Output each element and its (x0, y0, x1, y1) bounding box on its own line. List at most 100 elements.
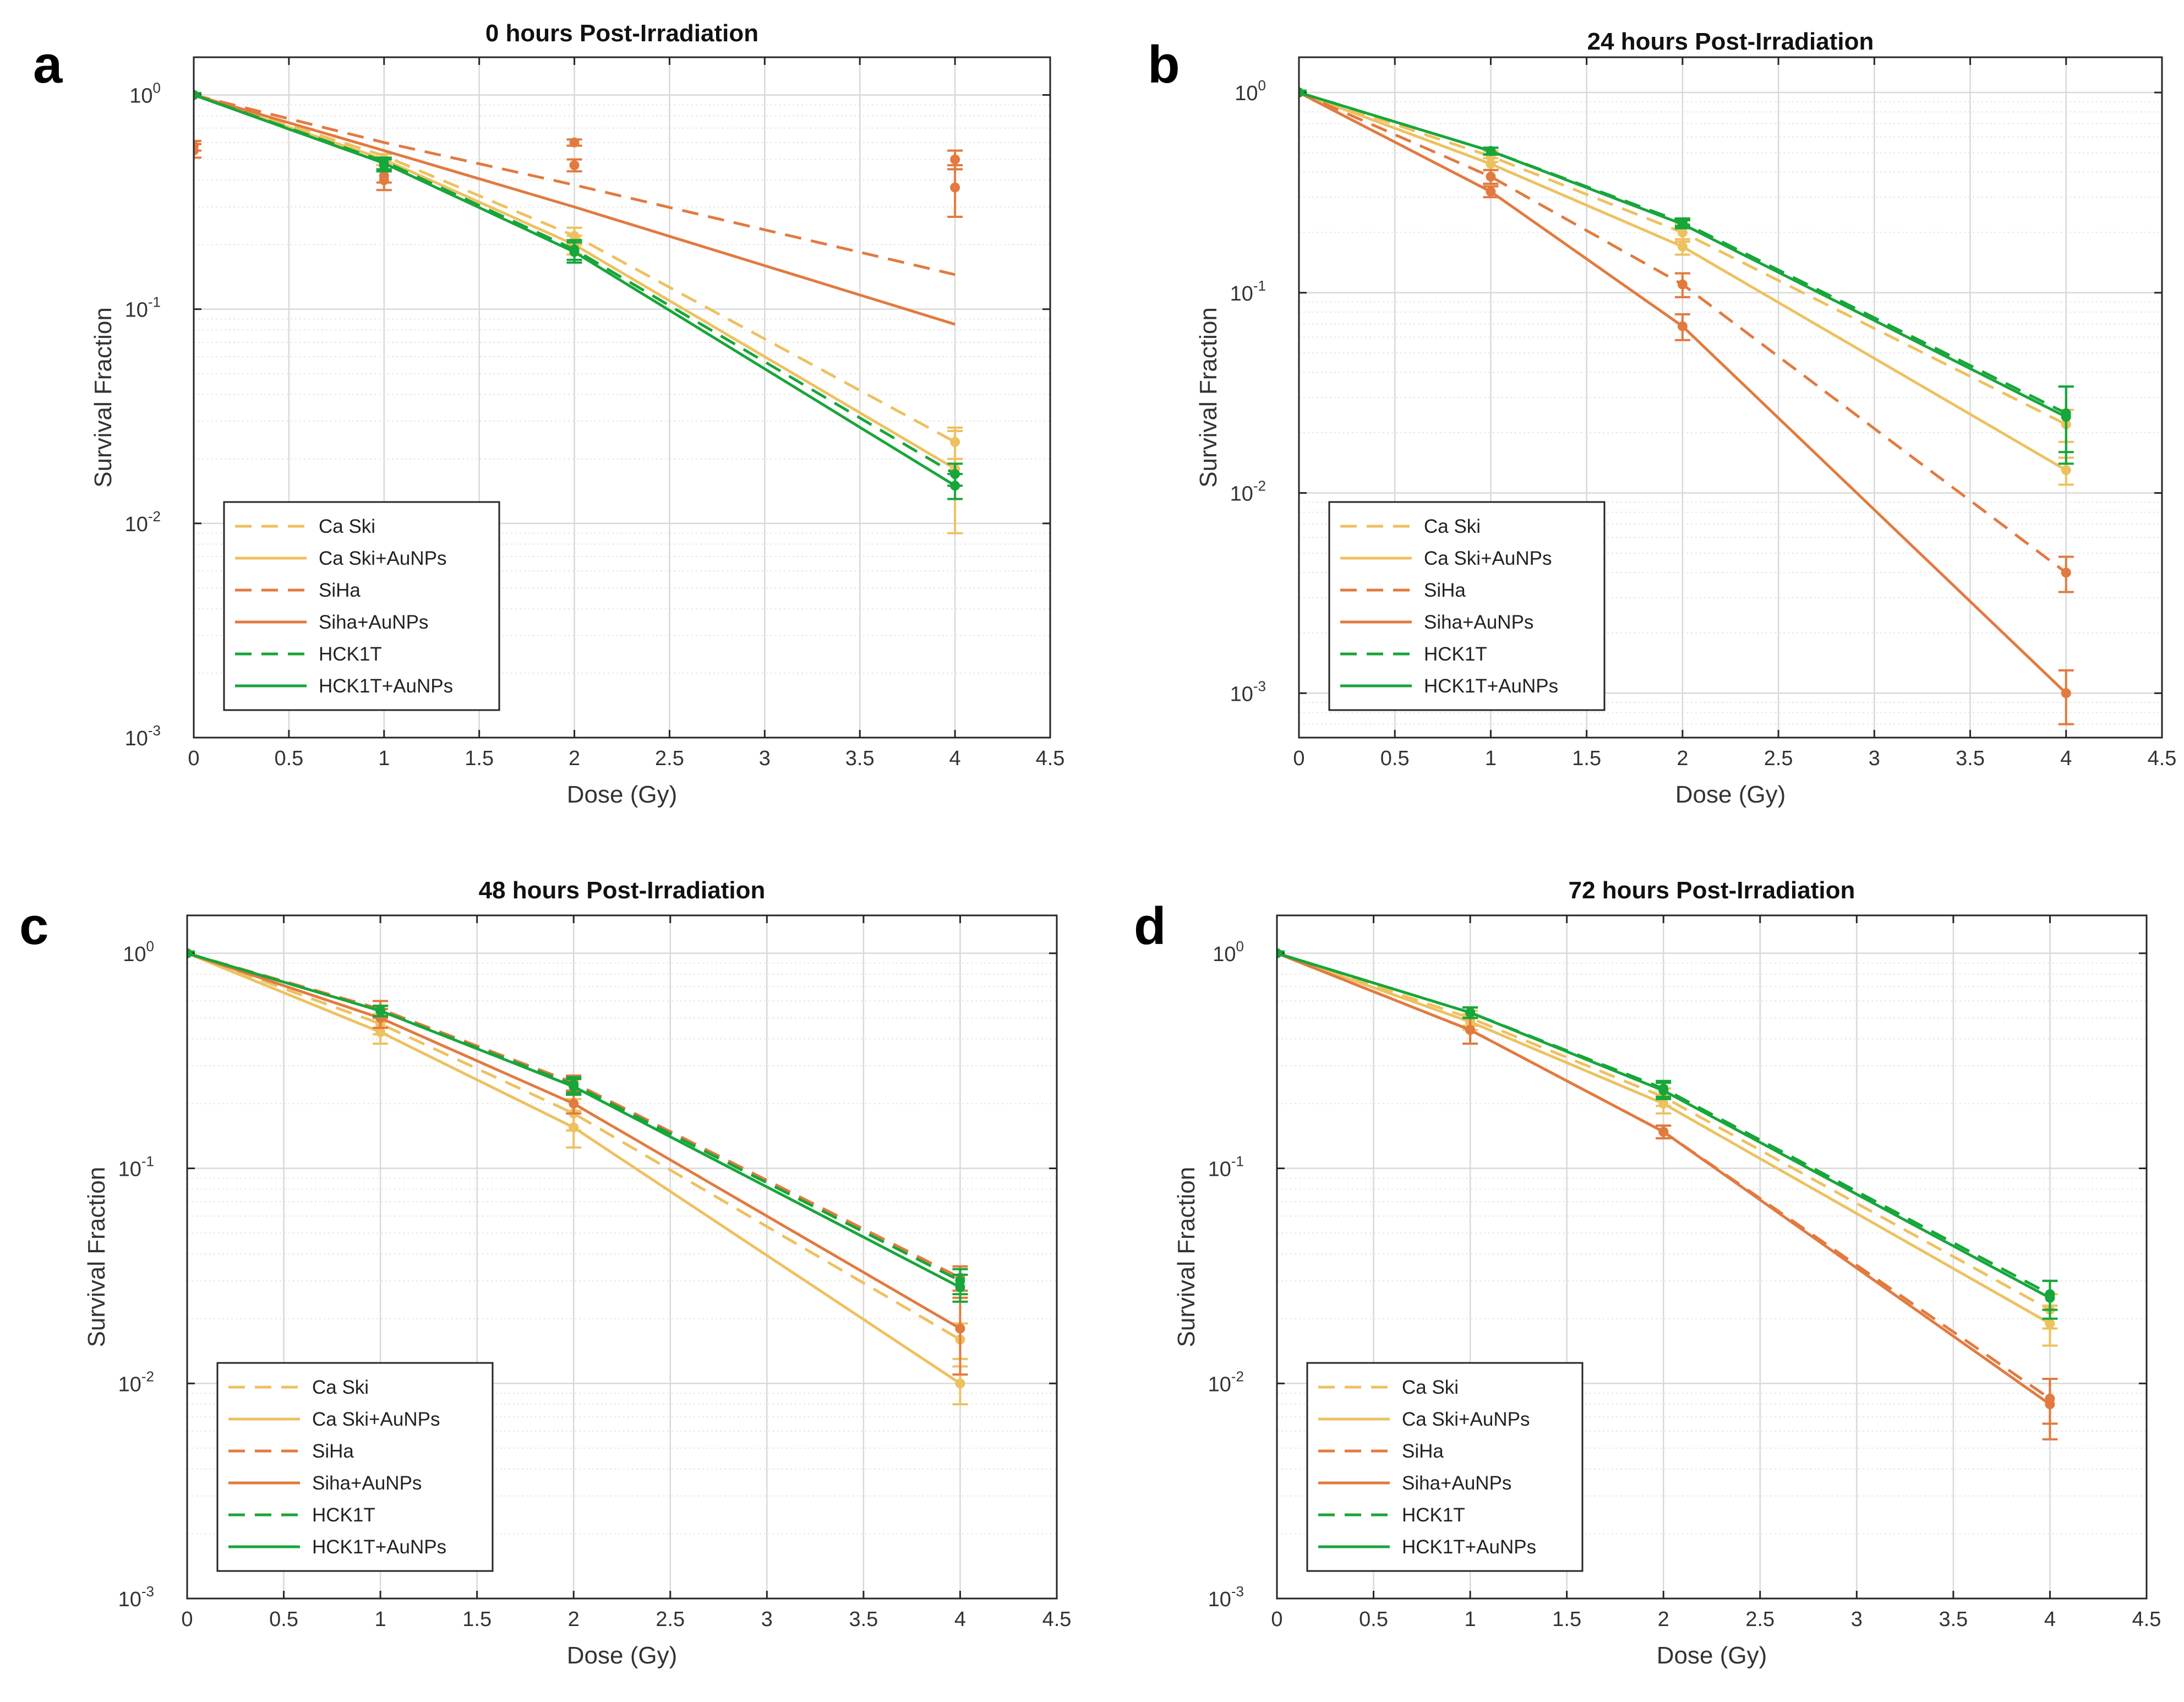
x-tick-label: 0 (181, 1608, 193, 1631)
y-tick-label: 100 (129, 80, 161, 108)
legend-box (1306, 1362, 1584, 1572)
x-tick-label: 4.5 (2132, 1608, 2161, 1631)
x-tick-label: 0 (1293, 747, 1304, 770)
series-line-3 (187, 952, 961, 1330)
series-line-2 (187, 952, 961, 1279)
legend-box (216, 1362, 494, 1572)
y-tick-label: 10-3 (1208, 1583, 1244, 1611)
x-tick-label: 2 (569, 747, 580, 770)
x-tick-label: 2 (1658, 1608, 1669, 1631)
series-line-3 (194, 94, 956, 326)
series-line-1 (187, 952, 961, 1385)
series-line-1 (1299, 91, 2067, 472)
data-point (1677, 241, 1688, 252)
x-tick-label: 2.5 (656, 1608, 685, 1631)
x-tick-label: 0.5 (1359, 1608, 1388, 1631)
axes-frame (1298, 56, 2163, 739)
axes-frame (1276, 914, 2148, 1600)
x-tick-label: 0.5 (1380, 747, 1410, 770)
series-line-1 (194, 94, 956, 470)
series-line-5 (1299, 91, 2067, 418)
data-point (1677, 227, 1688, 238)
panel-letter: a (33, 35, 63, 94)
y-tick-label: 10-1 (1208, 1153, 1244, 1181)
legend-label: HCK1T (1402, 1504, 1465, 1526)
series-line-5 (187, 952, 961, 1289)
data-point (187, 948, 192, 958)
legend-label: SiHa (319, 580, 361, 601)
legend-label: Siha+AuNPs (312, 1472, 422, 1494)
data-point (2045, 1292, 2055, 1303)
series-line-2 (194, 94, 956, 276)
chart-panel-d: d 72 hours Post-Irradiation 0 0.5 1 1.5 2 2.5 3 3… (1134, 877, 2161, 1669)
data-point (1677, 219, 1688, 230)
x-tick-label: 4 (2044, 1608, 2056, 1631)
x-tick-label: 1.5 (1572, 747, 1601, 770)
x-tick-label: 4 (949, 747, 961, 770)
series-line-5 (194, 94, 956, 487)
series-group (194, 90, 963, 534)
data-point (950, 182, 960, 193)
y-tick-label: 10-2 (1208, 1368, 1244, 1396)
data-point (955, 1323, 965, 1334)
data-point (950, 154, 960, 165)
data-point (569, 1098, 579, 1109)
x-tick-label: 1 (375, 1608, 386, 1631)
x-tick-label: 0 (1271, 1608, 1282, 1631)
legend-label: HCK1T+AuNPs (1424, 675, 1558, 697)
data-point (2045, 1399, 2055, 1410)
x-tick-label: 3.5 (845, 747, 875, 770)
x-tick-label: 3 (1869, 747, 1880, 770)
legend: Ca Ski Ca Ski+AuNPs SiHa Siha+AuNPs HCK1T HCK… (223, 501, 500, 711)
series-line-0 (194, 94, 956, 444)
y-tick-label: 10-3 (118, 1583, 154, 1611)
x-tick-label: 3.5 (1956, 747, 1985, 770)
y-tick-label: 100 (1213, 938, 1244, 966)
data-point (569, 247, 580, 257)
data-point (2061, 465, 2071, 476)
series-group (187, 948, 968, 1406)
legend-label: HCK1T+AuNPs (1402, 1536, 1536, 1558)
x-tick-label: 3.5 (849, 1608, 878, 1631)
x-tick-label: 1 (1465, 1608, 1476, 1631)
axes-frame (186, 914, 1058, 1600)
data-point (1299, 88, 1304, 98)
x-tick-label: 2.5 (1764, 747, 1793, 770)
x-tick-label: 3 (759, 747, 771, 770)
y-tick-label: 100 (1235, 77, 1266, 105)
data-point (1486, 159, 1496, 169)
data-point (955, 1282, 965, 1292)
y-tick-label: 10-3 (125, 722, 161, 750)
legend-label: SiHa (1424, 580, 1466, 601)
data-point (1465, 1025, 1476, 1035)
chart-title: 24 hours Post-Irradiation (1587, 28, 1874, 55)
legend: Ca Ski Ca Ski+AuNPs SiHa Siha+AuNPs HCK1T HCK… (1328, 501, 1606, 711)
panel-letter: b (1148, 35, 1180, 94)
data-point (375, 1027, 386, 1038)
data-point (569, 1081, 579, 1092)
series-line-2 (1299, 91, 2067, 574)
x-axis-label: Dose (Gy) (1675, 781, 1786, 808)
legend: Ca Ski Ca Ski+AuNPs SiHa Siha+AuNPs HCK1T HCK… (216, 1362, 494, 1572)
x-tick-label: 1 (1485, 747, 1497, 770)
x-tick-label: 4 (2060, 747, 2072, 770)
legend-label: Ca Ski+AuNPs (312, 1409, 440, 1430)
legend-label: Ca Ski (1424, 516, 1481, 537)
y-axis-label: Survival Fraction (83, 1167, 110, 1348)
x-tick-label: 4 (954, 1608, 966, 1631)
data-point (375, 1006, 386, 1016)
legend-label: HCK1T (1424, 643, 1487, 665)
x-tick-label: 2 (568, 1608, 580, 1631)
legend-label: Ca Ski+AuNPs (319, 548, 446, 569)
y-tick-label: 10-2 (1230, 478, 1266, 506)
data-point (2045, 1318, 2055, 1329)
data-point (1486, 187, 1496, 197)
legend-label: HCK1T (319, 643, 382, 665)
data-point (1677, 321, 1688, 331)
series-line-5 (1277, 952, 2051, 1300)
x-tick-label: 2.5 (1745, 1608, 1774, 1631)
data-point (1658, 1085, 1669, 1096)
x-axis-label: Dose (Gy) (567, 1642, 677, 1669)
x-tick-label: 0.5 (274, 747, 303, 770)
